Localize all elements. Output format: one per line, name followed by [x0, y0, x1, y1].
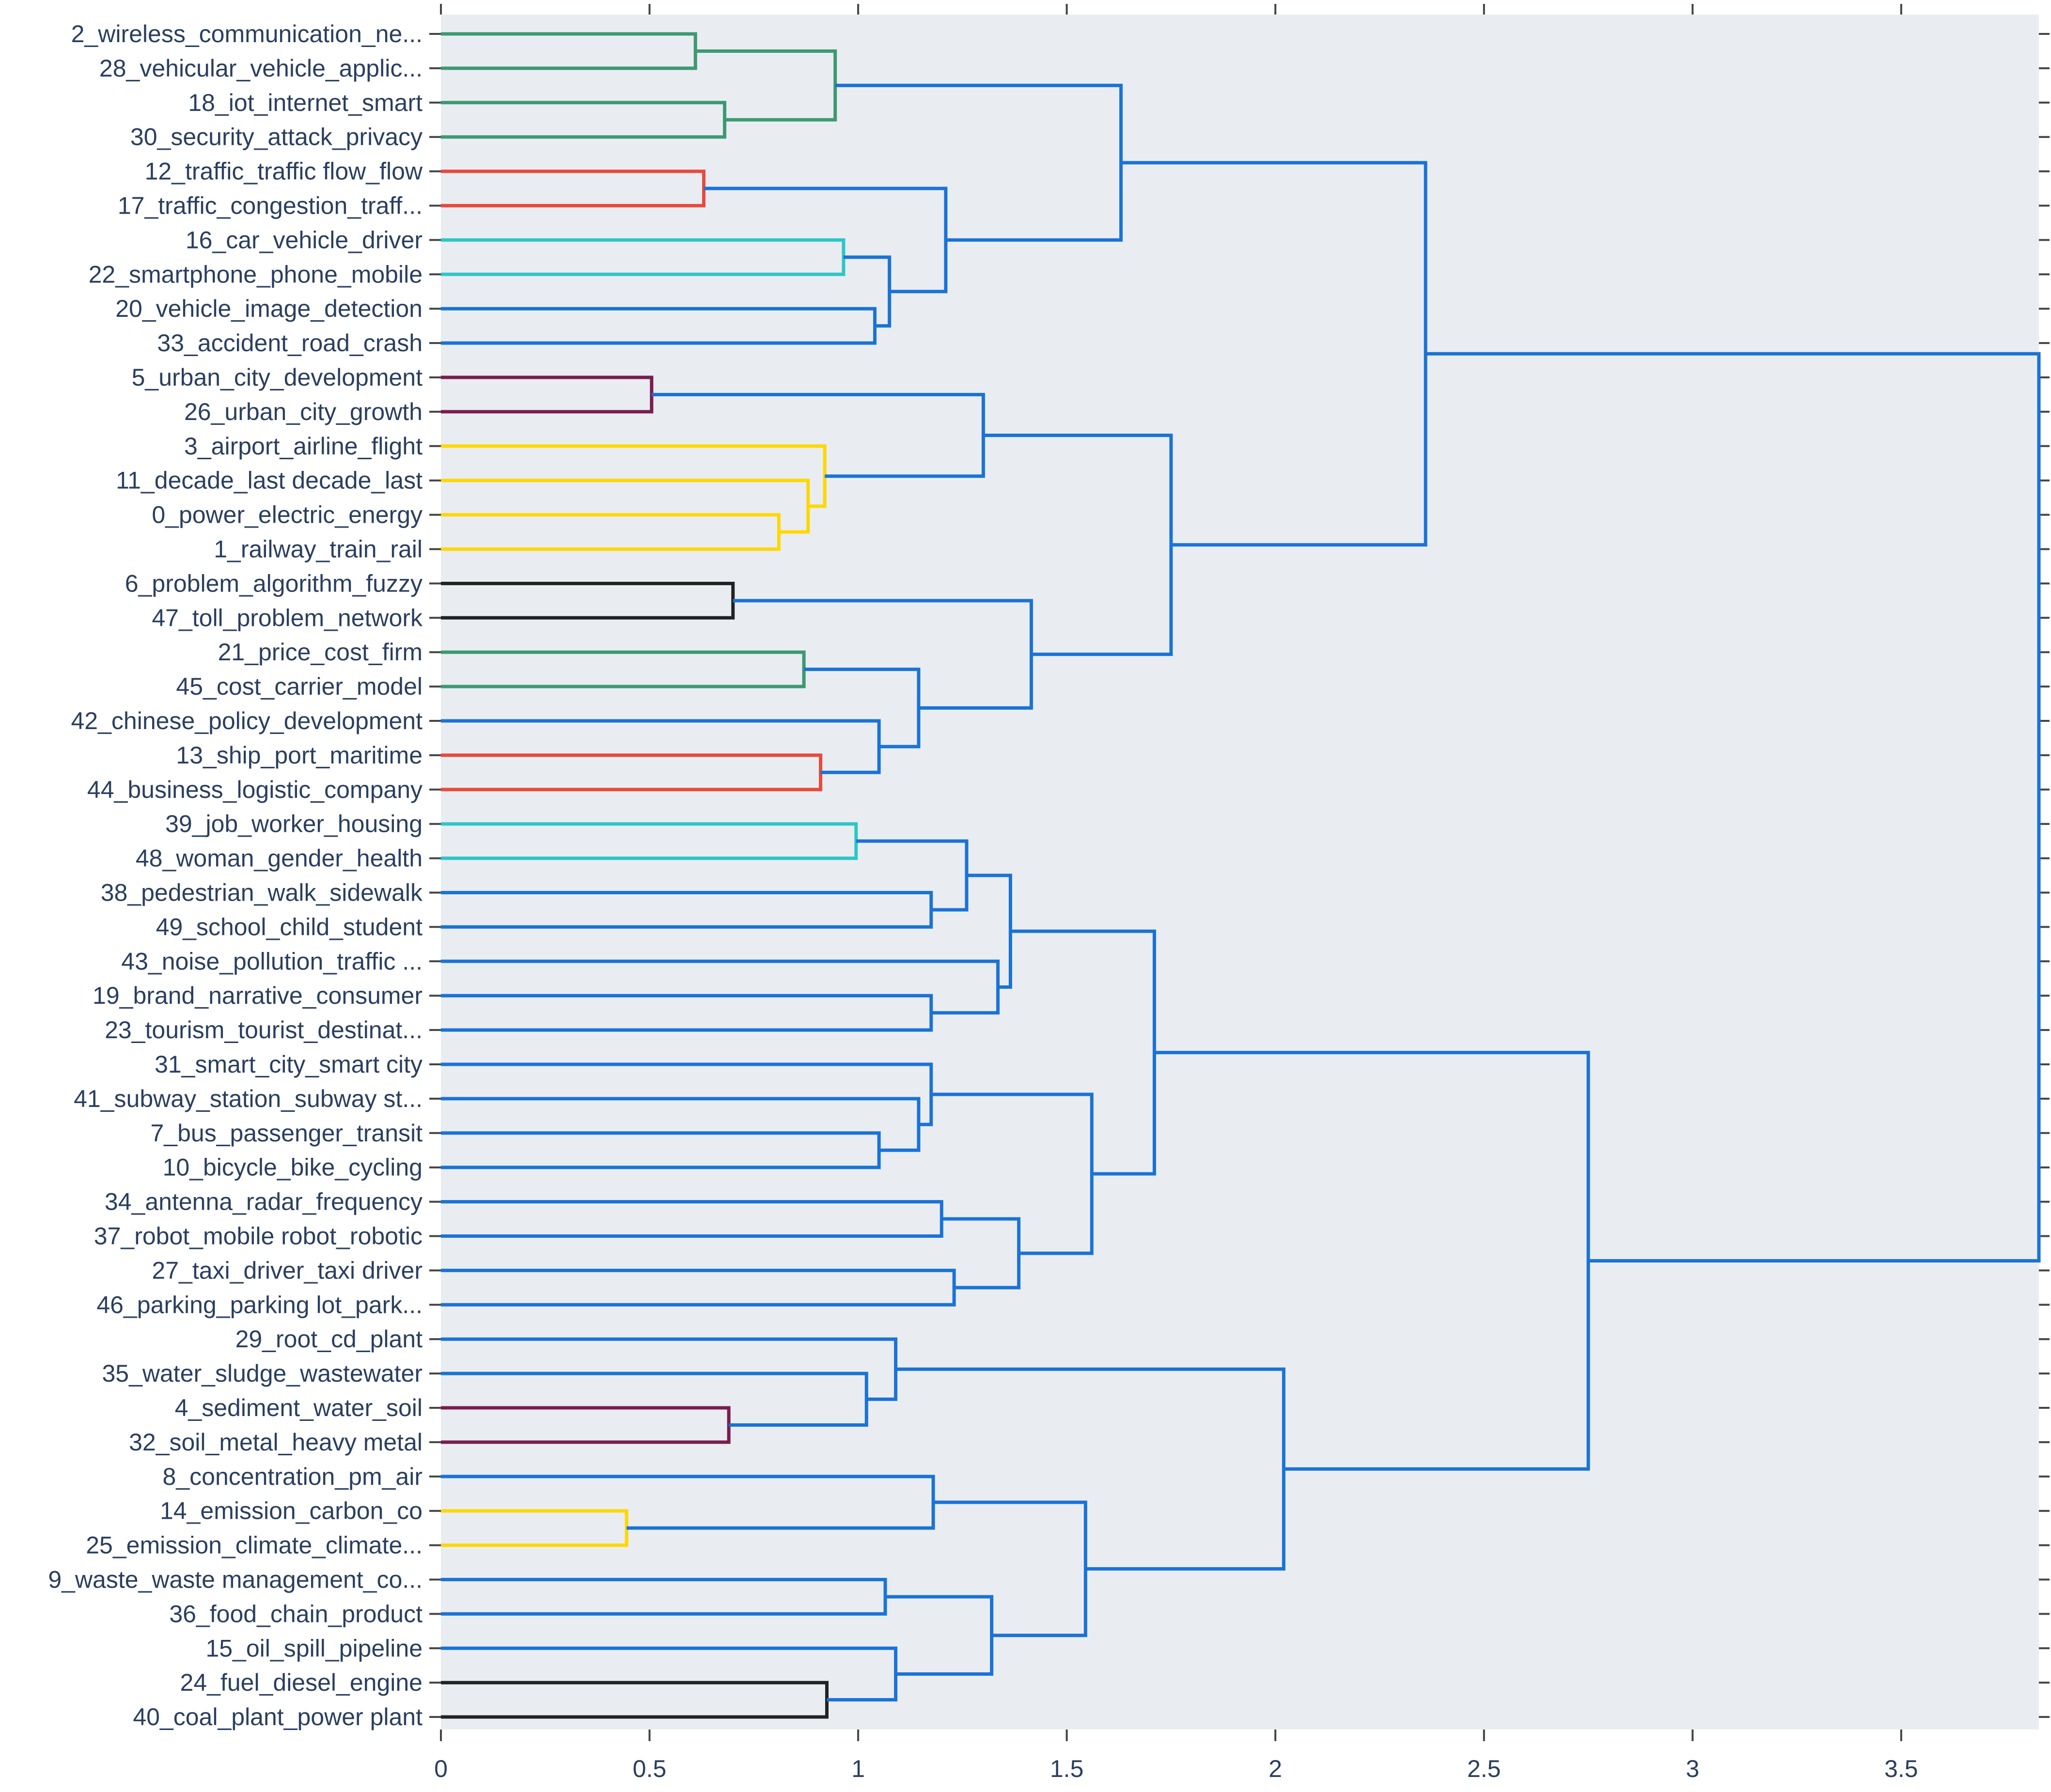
- leaf-label: 34_antenna_radar_frequency: [105, 1188, 423, 1215]
- dendrogram-link: [1425, 352, 2041, 1262]
- leaf-label: 6_problem_algorithm_fuzzy: [125, 570, 423, 597]
- leaf-label: 5_urban_city_development: [132, 364, 423, 391]
- right-axis-ticks: [2039, 33, 2050, 1718]
- x-axis: 0 0.5 1 1.5 2 2.5 3 3.5: [434, 1730, 1918, 1782]
- leaf-label: 41_subway_station_subway st...: [74, 1085, 423, 1112]
- leaf-label: 43_noise_pollution_traffic ...: [121, 948, 423, 975]
- leaf-labels: 2_wireless_communication_ne... 28_vehicul…: [48, 20, 423, 1730]
- leaf-label: 22_smartphone_phone_mobile: [89, 261, 423, 288]
- leaf-label: 3_airport_airline_flight: [184, 433, 423, 460]
- leaf-label: 45_cost_carrier_model: [176, 673, 423, 700]
- leaf-label: 13_ship_port_maritime: [176, 742, 423, 769]
- leaf-label: 18_iot_internet_smart: [188, 89, 423, 116]
- leaf-label: 27_taxi_driver_taxi driver: [152, 1257, 423, 1284]
- x-tick-label: 3.5: [1884, 1755, 1918, 1782]
- leaf-label: 32_soil_metal_heavy metal: [129, 1429, 423, 1456]
- leaf-label: 14_emission_carbon_co: [160, 1497, 423, 1525]
- dendrogram-link: [441, 307, 877, 345]
- leaf-label: 9_waste_waste management_co...: [48, 1566, 423, 1593]
- leaf-label: 39_job_worker_housing: [165, 810, 423, 838]
- dendrogram-link: [441, 1131, 881, 1169]
- leaf-label: 38_pedestrian_walk_sidewalk: [101, 879, 423, 906]
- dendrogram-link: [441, 822, 858, 860]
- dendrogram-link: [856, 839, 969, 912]
- leaf-label: 25_emission_climate_climate...: [86, 1532, 423, 1559]
- x-tick-label: 2: [1268, 1755, 1282, 1782]
- leaf-label: 35_water_sludge_wastewater: [102, 1360, 423, 1387]
- leaf-label: 11_decade_last decade_last: [116, 467, 423, 494]
- leaf-label: 40_coal_plant_power plant: [133, 1703, 423, 1730]
- leaf-label: 1_railway_train_rail: [214, 536, 423, 563]
- top-axis-ticks: [440, 4, 1902, 15]
- dendrogram-link: [441, 650, 806, 688]
- dendrogram-link: [441, 1475, 935, 1530]
- leaf-label: 36_food_chain_product: [169, 1600, 423, 1627]
- leaf-label: 20_vehicle_image_detection: [115, 295, 423, 322]
- leaf-label: 31_smart_city_smart city: [155, 1051, 423, 1078]
- leaf-label: 46_parking_parking lot_park...: [96, 1291, 423, 1318]
- dendrogram-links: [441, 32, 2041, 1719]
- dendrogram-link: [441, 959, 1000, 1015]
- leaf-label: 23_tourism_tourist_destinat...: [105, 1016, 423, 1044]
- dendrogram-link: [931, 1092, 1094, 1255]
- leaf-label: 44_business_logistic_company: [87, 776, 423, 803]
- leaf-label: 8_concentration_pm_air: [163, 1463, 423, 1490]
- dendrogram-link: [441, 719, 881, 774]
- x-tick-label: 3: [1686, 1755, 1699, 1782]
- x-tick-label: 2.5: [1467, 1755, 1501, 1782]
- leaf-label: 42_chinese_policy_development: [71, 707, 423, 734]
- leaf-label: 49_school_child_student: [156, 913, 423, 940]
- x-tick-label: 0: [434, 1755, 448, 1782]
- dendrogram-link: [441, 375, 654, 414]
- leaf-ticks: [429, 33, 441, 1718]
- leaf-label: 29_root_cd_plant: [235, 1325, 423, 1353]
- leaf-label: 0_power_electric_energy: [152, 501, 423, 529]
- leaf-label: 33_accident_road_crash: [157, 329, 423, 357]
- x-tick-label: 1.5: [1050, 1755, 1084, 1782]
- dendrogram-link: [441, 1681, 829, 1719]
- dendrogram-link: [933, 1500, 1087, 1637]
- dendrogram-link: [441, 170, 705, 207]
- leaf-label: 37_robot_mobile robot_robotic: [94, 1223, 423, 1250]
- leaf-label: 10_bicycle_bike_cycling: [163, 1154, 423, 1181]
- leaf-label: 7_bus_passenger_transit: [151, 1120, 423, 1147]
- leaf-label: 48_woman_gender_health: [136, 845, 423, 872]
- leaf-label: 4_sediment_water_soil: [175, 1394, 423, 1421]
- leaf-label: 15_oil_spill_pipeline: [205, 1635, 423, 1662]
- leaf-label: 16_car_vehicle_driver: [186, 226, 423, 253]
- x-tick-label: 0.5: [633, 1755, 667, 1782]
- leaf-label: 21_price_cost_firm: [218, 639, 423, 666]
- leaf-label: 47_toll_problem_network: [152, 604, 423, 631]
- leaf-label: 12_traffic_traffic flow_flow: [145, 158, 423, 185]
- x-tick-label: 1: [851, 1755, 865, 1782]
- leaf-label: 28_vehicular_vehicle_applic...: [99, 55, 423, 82]
- plot-background: [441, 15, 2039, 1730]
- leaf-label: 2_wireless_communication_ne...: [71, 20, 423, 47]
- leaf-label: 30_security_attack_privacy: [130, 124, 423, 151]
- leaf-label: 24_fuel_diesel_engine: [180, 1669, 423, 1696]
- leaf-label: 17_traffic_congestion_traff...: [118, 192, 423, 219]
- leaf-label: 19_brand_narrative_consumer: [93, 982, 423, 1009]
- leaf-label: 26_urban_city_growth: [184, 398, 423, 425]
- dendrogram-link: [733, 599, 1033, 710]
